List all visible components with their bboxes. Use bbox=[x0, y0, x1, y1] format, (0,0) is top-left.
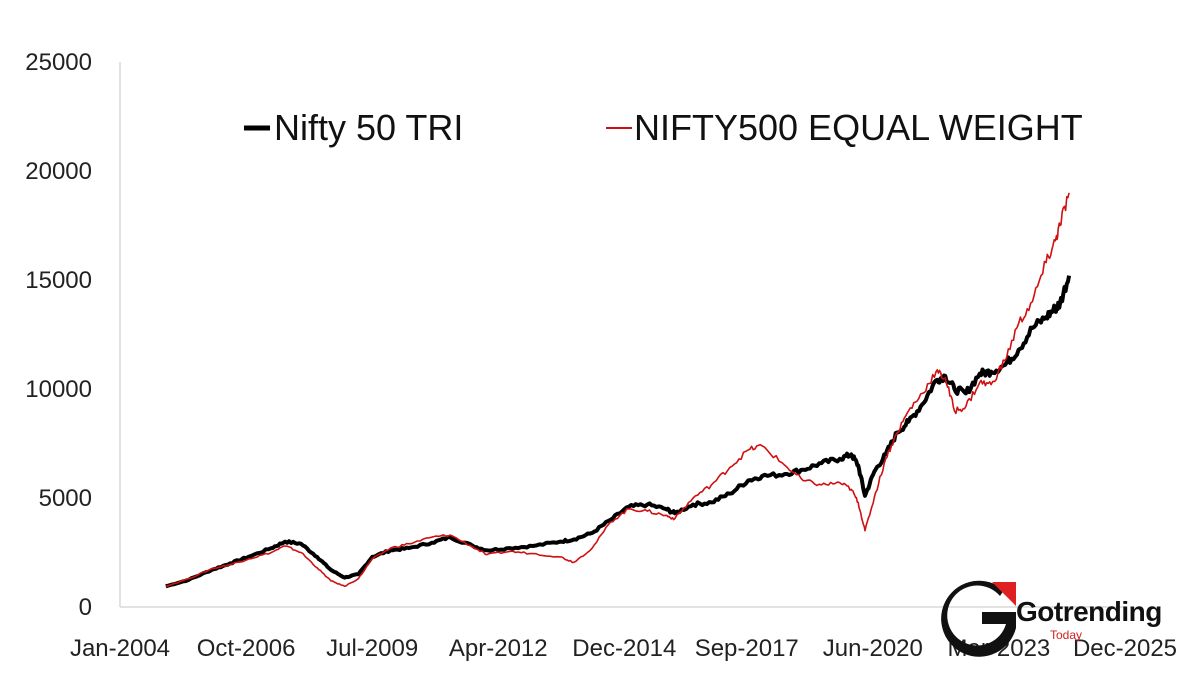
x-tick-label: Jun-2020 bbox=[823, 635, 923, 662]
x-tick-label: Apr-2012 bbox=[449, 635, 548, 662]
series-line-nifty50-tri bbox=[165, 275, 1072, 589]
y-tick-label: 5000 bbox=[39, 485, 92, 512]
brand-subtitle: Today bbox=[1050, 628, 1083, 642]
series-line-nifty500-equal-weight bbox=[165, 192, 1070, 588]
legend-label-nifty500-equal-weight: NIFTY500 EQUAL WEIGHT bbox=[634, 107, 1083, 148]
x-tick-label: Sep-2017 bbox=[695, 635, 799, 662]
y-tick-label: 0 bbox=[79, 594, 92, 621]
x-tick-label: Dec-2025 bbox=[1073, 635, 1177, 662]
brand-logo-icon bbox=[941, 580, 1016, 657]
y-tick-label: 15000 bbox=[25, 267, 92, 294]
chart-axes bbox=[119, 62, 1125, 608]
chart-legend: Nifty 50 TRI NIFTY500 EQUAL WEIGHT bbox=[244, 107, 1083, 148]
brand-name: Gotrending bbox=[1016, 596, 1162, 627]
series-lines bbox=[165, 192, 1072, 589]
brand-watermark: Gotrending Today bbox=[938, 578, 1178, 662]
y-axis-tick-labels: 0 5000 10000 15000 20000 25000 bbox=[25, 49, 92, 621]
x-tick-label: Oct-2006 bbox=[197, 635, 296, 662]
legend-label-nifty50: Nifty 50 TRI bbox=[274, 107, 463, 148]
x-tick-label: Jul-2009 bbox=[326, 635, 418, 662]
y-tick-label: 25000 bbox=[25, 49, 92, 76]
y-tick-label: 10000 bbox=[25, 376, 92, 403]
y-tick-label: 20000 bbox=[25, 158, 92, 185]
x-tick-label: Dec-2014 bbox=[572, 635, 676, 662]
x-tick-label: Jan-2004 bbox=[70, 635, 170, 662]
